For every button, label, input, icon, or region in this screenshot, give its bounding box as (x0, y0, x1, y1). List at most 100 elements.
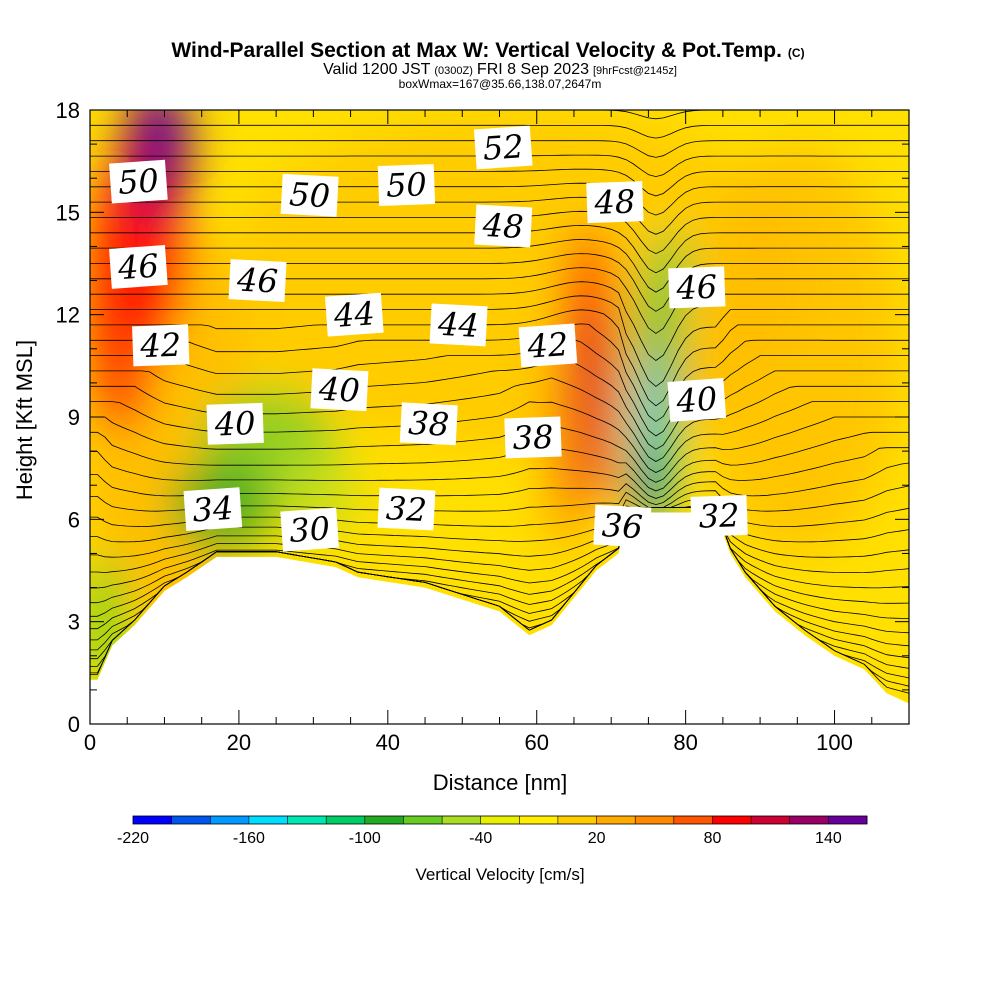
contour-label: 34 (183, 487, 243, 532)
contour-label: 32 (377, 487, 436, 531)
y-tick-label: 18 (56, 98, 80, 123)
isentrope-line (90, 124, 909, 139)
contour-label-text: 52 (482, 127, 525, 168)
colorbar-swatch (248, 816, 288, 824)
y-tick-label: 12 (56, 303, 80, 328)
isentrope-line (90, 507, 909, 574)
y-tick-label: 6 (68, 507, 80, 532)
colorbar-swatch (403, 816, 443, 824)
contour-label-box (280, 507, 339, 552)
x-tick-label: 40 (376, 730, 400, 755)
isentrope-line (90, 196, 909, 235)
contour-label: 50 (280, 173, 339, 217)
contour-label-text: 34 (191, 489, 234, 530)
colorbar-tick-label: -100 (349, 830, 381, 847)
contour-label-text: 40 (317, 370, 361, 410)
contour-label-text: 50 (117, 161, 160, 202)
contour-label-box (228, 259, 287, 302)
contour-label-text: 44 (332, 294, 376, 335)
y-tick-label: 0 (68, 712, 80, 737)
contour-label: 48 (586, 181, 644, 224)
isentrope-line (90, 447, 909, 499)
y-tick-label: 15 (56, 200, 80, 225)
contour-label-text: 44 (436, 305, 480, 345)
contour-label: 40 (206, 402, 264, 445)
contour-label-text: 46 (235, 260, 279, 300)
colorbar-tick-label: 80 (704, 830, 722, 847)
colorbar-swatch (789, 816, 829, 824)
contour-label-text: 50 (288, 175, 331, 215)
contour-label: 42 (132, 324, 190, 367)
isentrope-line (90, 507, 909, 558)
x-axis-ticks: 0 20 40 60 80 100 (84, 110, 910, 755)
contour-label-box (132, 324, 190, 367)
y-tick-label: 3 (68, 610, 80, 635)
contour-label-text: 40 (674, 380, 718, 421)
colorbar-swatch (480, 816, 520, 824)
colorbar-tick-label: 140 (815, 830, 842, 847)
chart-title: Wind-Parallel Section at Max W: Vertical… (171, 39, 804, 62)
contour-label-box (593, 504, 652, 548)
contour-label-box (109, 159, 168, 204)
colorbar (132, 815, 868, 825)
contour-label: 48 (474, 204, 533, 248)
isentrope-line (90, 323, 909, 422)
colorbar-swatch (442, 816, 482, 824)
contour-label: 30 (280, 507, 339, 552)
colorbar-swatch (364, 816, 404, 824)
contour-label: 46 (228, 259, 287, 302)
velocity-shade (544, 348, 589, 554)
contour-label: 50 (109, 159, 168, 204)
valid-time-line: Valid 1200 JST (0300Z) FRI 8 Sep 2023 [9hrF… (323, 61, 677, 78)
contour-label-text: 32 (385, 489, 428, 529)
contour-label-box (377, 164, 436, 207)
isentrope-line (90, 431, 909, 492)
isentrope-line (90, 281, 909, 362)
colorbar-swatch (751, 816, 791, 824)
x-tick-label: 0 (84, 730, 96, 755)
velocity-shade (142, 110, 187, 168)
y-tick-label: 9 (68, 405, 80, 430)
contour-label: 46 (668, 266, 726, 309)
contour-label-box (377, 487, 436, 531)
contour-label-box (109, 245, 168, 289)
contour-label-text: 30 (288, 509, 331, 550)
contour-label: 42 (518, 323, 578, 368)
contour-label: 44 (429, 303, 488, 347)
colorbar-tick-label: -160 (233, 830, 265, 847)
contour-label: 36 (593, 504, 652, 548)
colorbar-tick-label: -40 (469, 830, 492, 847)
contour-label-box (504, 416, 562, 459)
contour-label: 46 (109, 245, 168, 289)
contour-label-box (668, 266, 726, 309)
velocity-shade (581, 304, 612, 496)
contour-label-box (280, 173, 339, 217)
colorbar-tick-label: -220 (117, 830, 149, 847)
colorbar-swatch (210, 816, 250, 824)
contour-label-text: 50 (385, 165, 427, 204)
isentrope-line (90, 239, 909, 293)
terrain-mask (90, 512, 909, 724)
contour-label: 44 (324, 292, 384, 337)
contour-label-text: 48 (481, 206, 525, 246)
contour-labels: 50 50 50 52 48 48 46 46 46 44 44 42 42 40 40 40 38 38 34 32… (109, 125, 748, 552)
contour-label-text: 40 (213, 404, 256, 443)
velocity-shade (693, 144, 902, 554)
colorbar-swatch (287, 816, 327, 824)
colorbar-frame (132, 815, 868, 825)
colorbar-swatch (635, 816, 675, 824)
isentrope-line (90, 339, 909, 437)
isentrope-line (90, 168, 909, 197)
isentrope-line (90, 358, 909, 450)
contour-label-box (206, 402, 264, 445)
contour-label: 40 (310, 368, 369, 412)
isentrope-line (90, 507, 909, 604)
contour-label: 50 (377, 164, 436, 207)
contour-label-box (667, 378, 727, 422)
isentrope-line (90, 309, 909, 407)
x-axis-label: Distance [nm] (433, 770, 568, 795)
contour-label-box (429, 303, 488, 347)
contour-label-box (324, 292, 384, 337)
contour-label-text: 46 (675, 268, 718, 307)
